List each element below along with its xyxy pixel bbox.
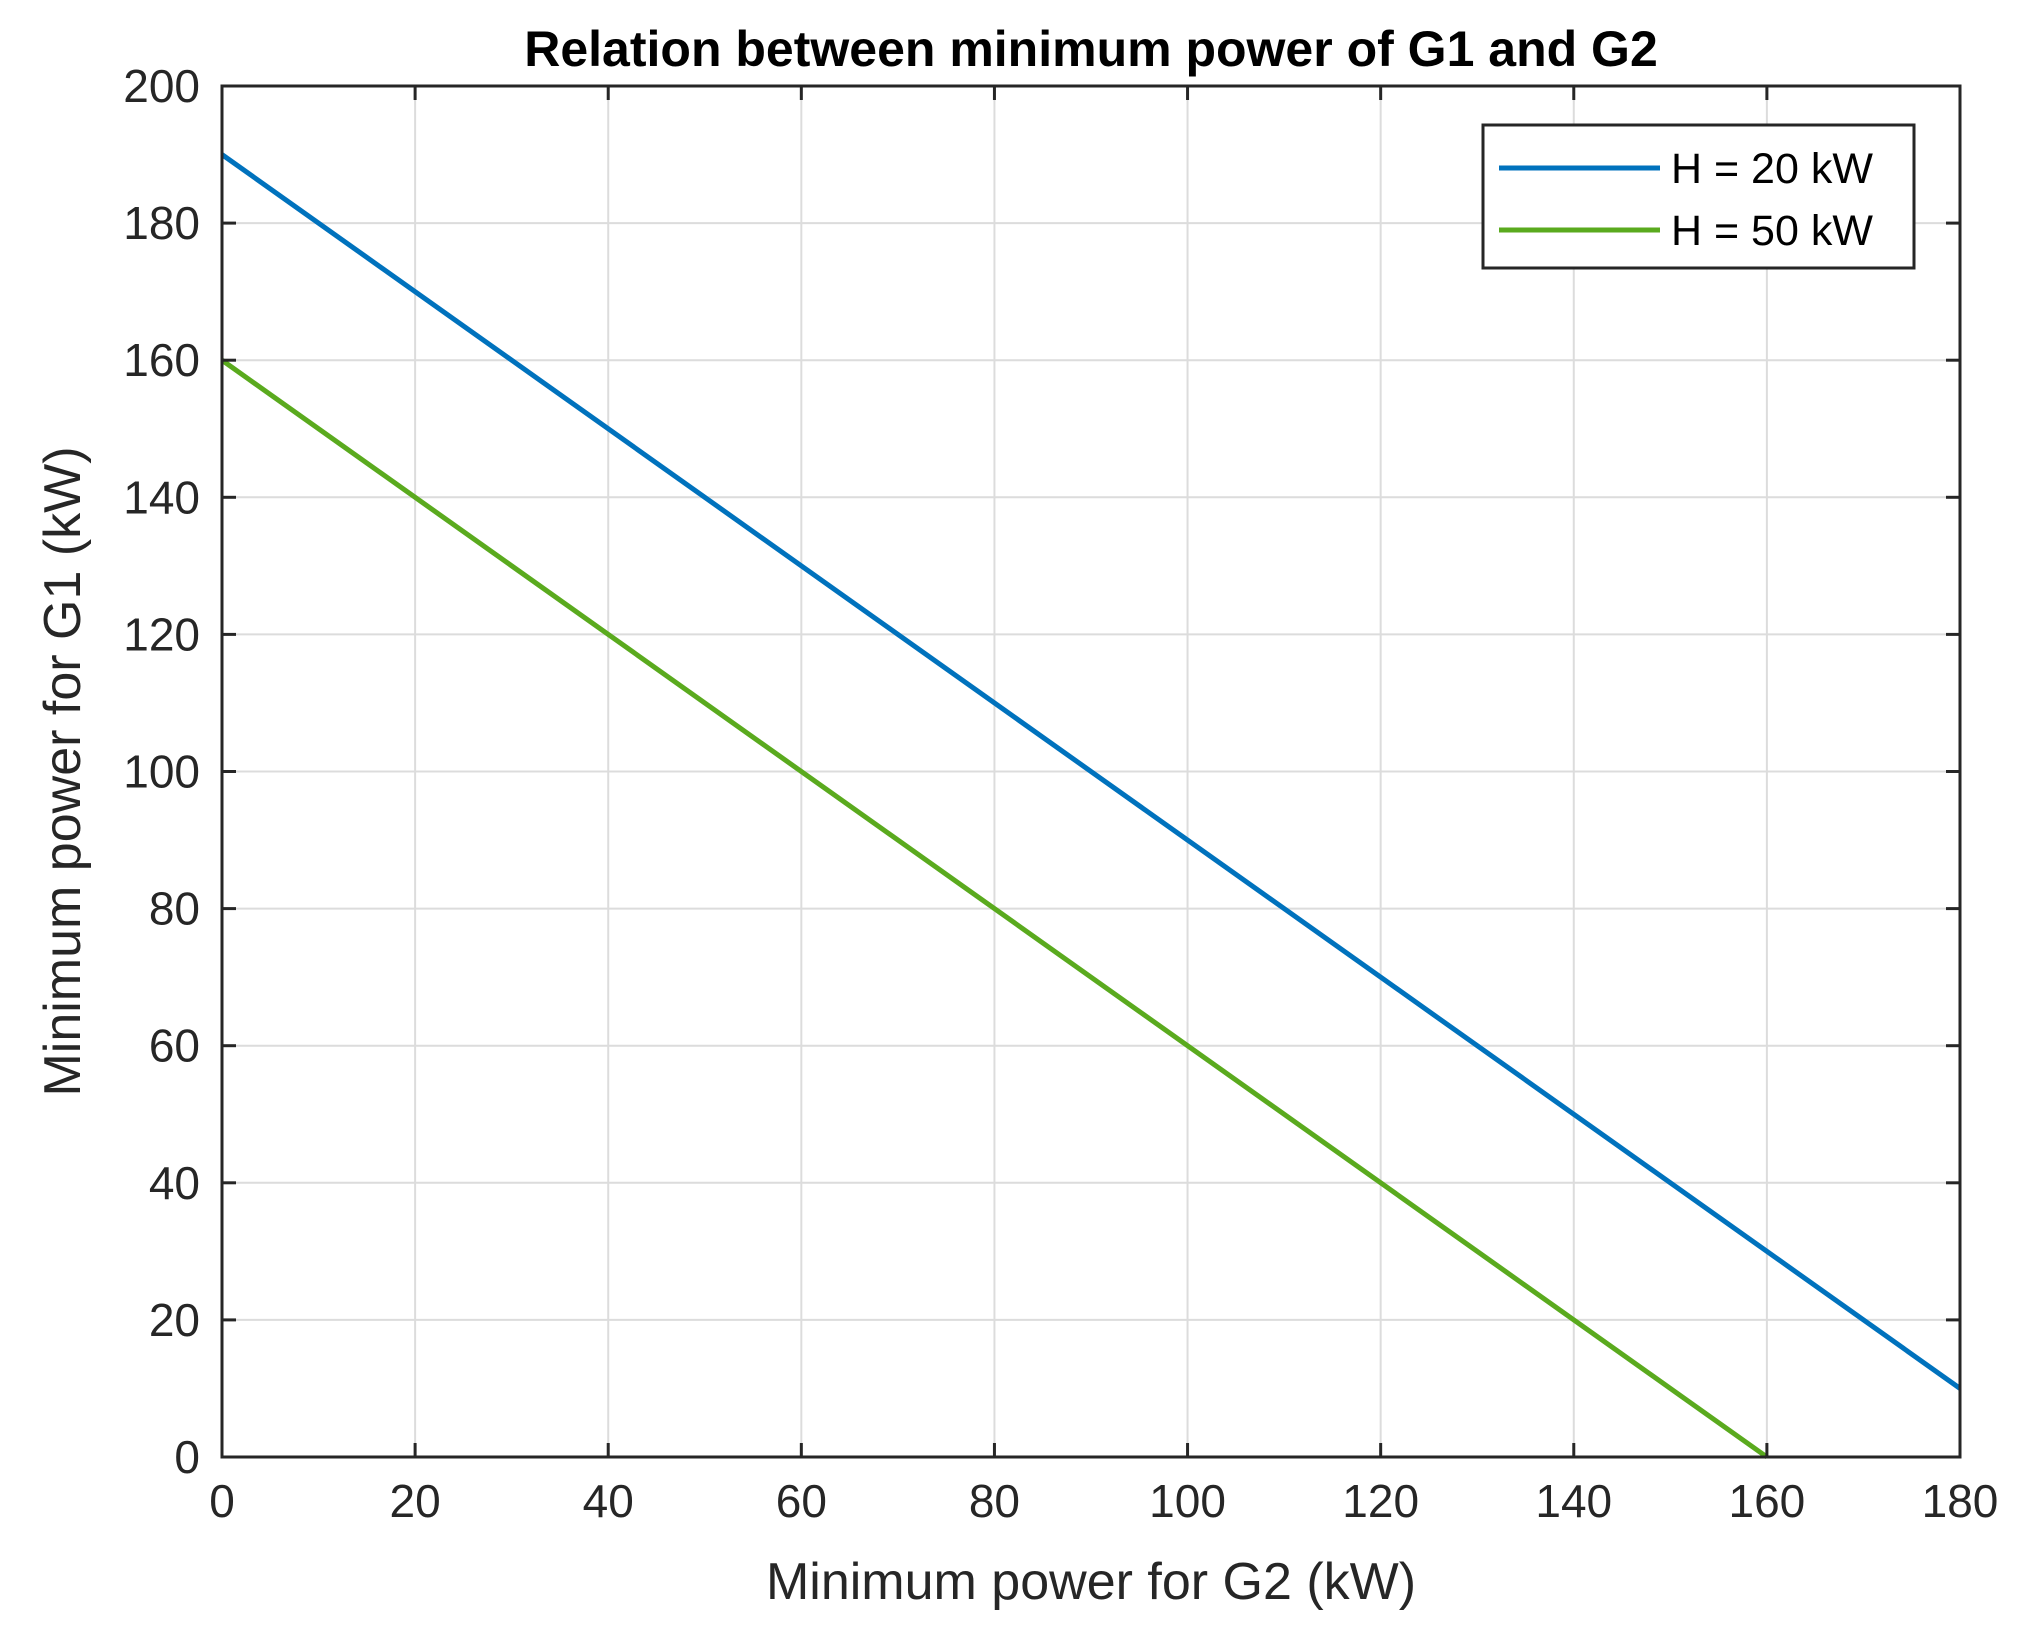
y-tick-label: 80 — [149, 883, 200, 935]
y-tick-label: 140 — [123, 471, 200, 523]
legend-label-h50: H = 50 kW — [1671, 207, 1873, 255]
y-tick-label: 180 — [123, 197, 200, 249]
x-tick-label: 40 — [583, 1475, 634, 1527]
series-line-h50 — [220, 358, 1769, 1460]
y-tick-label: 160 — [123, 334, 200, 386]
x-tick-label: 160 — [1729, 1475, 1806, 1527]
y-tick-label: 40 — [149, 1157, 200, 1209]
legend: H = 20 kW H = 50 kW — [1481, 123, 1916, 270]
legend-box — [1481, 123, 1916, 270]
x-tick-label: 120 — [1342, 1475, 1419, 1527]
tick-marks — [220, 84, 1962, 1459]
y-tick-label: 20 — [149, 1294, 200, 1346]
x-tick-label: 80 — [969, 1475, 1020, 1527]
series-layer — [220, 152, 1962, 1460]
y-tick-label: 200 — [123, 60, 200, 112]
x-tick-label: 100 — [1149, 1475, 1226, 1527]
y-tick-label: 0 — [174, 1431, 200, 1483]
x-tick-label: 20 — [390, 1475, 441, 1527]
series-line-h20 — [220, 152, 1962, 1391]
legend-label-h20: H = 20 kW — [1671, 145, 1873, 193]
y-tick-labels: 0 20 40 60 80 100 120 140 160 180 200 — [123, 60, 200, 1483]
x-tick-label: 140 — [1535, 1475, 1612, 1527]
x-axis-label: Minimum power for G2 (kW) — [766, 1553, 1416, 1611]
x-tick-labels: 0 20 40 60 80 100 120 140 160 180 — [209, 1475, 1998, 1527]
y-tick-label: 60 — [149, 1020, 200, 1072]
y-axis-label: Minimum power for G1 (kW) — [34, 446, 92, 1096]
x-tick-label: 180 — [1922, 1475, 1999, 1527]
chart-title: Relation between minimum power of G1 and… — [524, 21, 1658, 77]
x-tick-label: 0 — [209, 1475, 235, 1527]
x-tick-label: 60 — [776, 1475, 827, 1527]
y-tick-label: 100 — [123, 746, 200, 798]
y-tick-label: 120 — [123, 608, 200, 660]
